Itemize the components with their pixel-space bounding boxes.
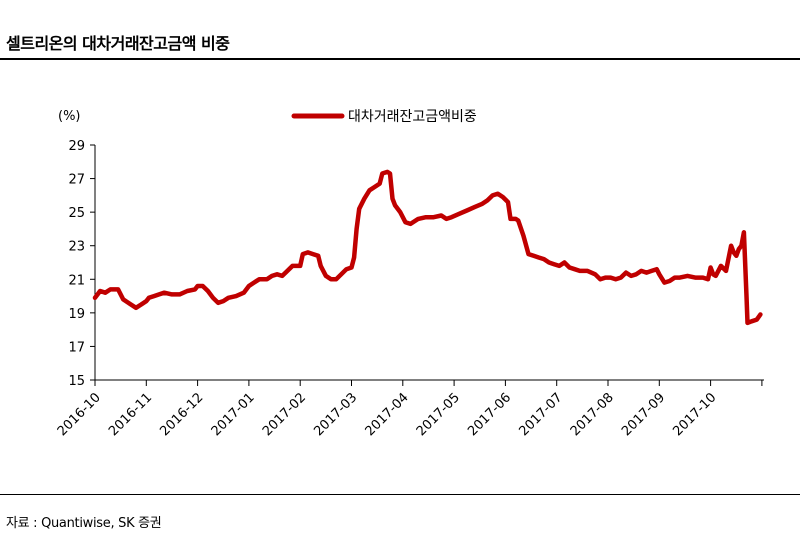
legend: 대차거래잔고금액비중 [291,109,477,125]
x-axis: 2016-10 2016-11 2016-12 2017-01 2017-02 2017-… [55,380,763,439]
x-tick-label: 2016-12 [157,390,206,439]
source-note: 자료 : Quantiwise, SK 증권 [6,516,162,531]
y-tick-label: 27 [68,173,85,188]
x-tick-label: 2017-06 [465,390,514,439]
x-tick-label: 2017-08 [568,390,617,439]
chart-title: 셀트리온의 대차거래잔고금액 비중 [6,34,230,53]
legend-label: 대차거래잔고금액비중 [348,109,477,125]
y-tick-label: 15 [68,374,85,389]
y-tick-label: 25 [68,206,85,221]
x-tick-label: 2017-07 [517,390,566,439]
y-tick-label: 29 [68,139,85,154]
x-tick-label: 2017-03 [311,390,360,439]
y-tick-label: 19 [68,307,85,322]
y-axis: 15 17 19 21 23 25 27 29 [68,139,95,389]
x-tick-label: 2017-05 [414,390,463,439]
y-tick-label: 17 [68,340,85,355]
y-axis-unit: (%) [58,109,81,124]
y-tick-label: 23 [68,240,85,255]
x-tick-label: 2017-04 [363,390,412,439]
x-tick-label: 2017-02 [260,390,309,439]
y-tick-label: 21 [68,273,85,288]
x-tick-label: 2017-01 [209,390,258,439]
x-tick-label: 2016-10 [55,390,104,439]
footer-rule [0,494,800,495]
x-tick-label: 2017-10 [670,390,719,439]
title-rule [0,58,800,60]
axes [94,145,764,381]
x-tick-label: 2017-09 [619,390,668,439]
series-line [92,169,763,326]
x-tick-label: 2016-11 [106,390,155,439]
